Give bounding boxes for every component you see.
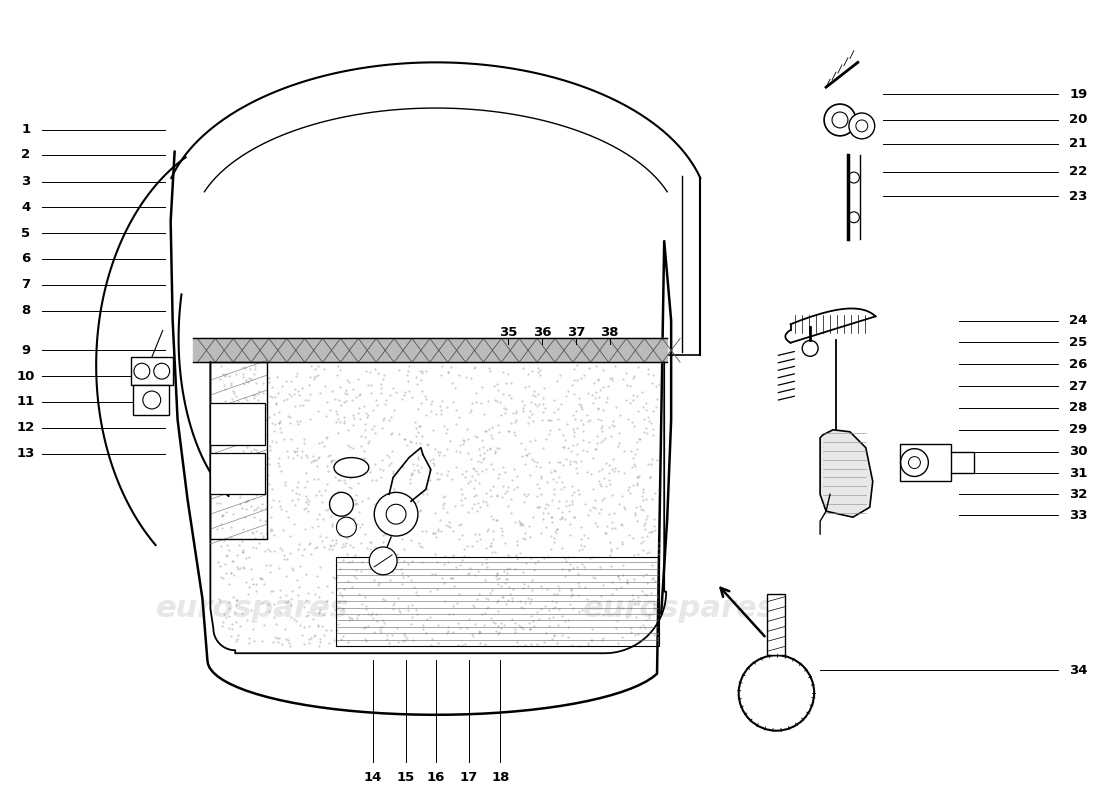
Text: 3: 3	[21, 175, 31, 188]
Text: 23: 23	[1069, 190, 1088, 203]
Text: 16: 16	[427, 771, 446, 784]
Text: 31: 31	[1069, 467, 1088, 480]
Bar	[133, 385, 168, 415]
Text: 34: 34	[1069, 664, 1088, 677]
Text: 19: 19	[1069, 88, 1088, 101]
Ellipse shape	[334, 458, 368, 478]
Text: 37: 37	[566, 326, 585, 339]
Text: 28: 28	[1069, 402, 1088, 414]
Circle shape	[824, 104, 856, 136]
Bar	[210, 403, 265, 445]
Circle shape	[330, 492, 353, 516]
Bar	[768, 594, 785, 655]
Text: 35: 35	[499, 326, 517, 339]
Text: 26: 26	[1069, 358, 1088, 370]
Text: 25: 25	[1069, 336, 1088, 349]
Text: 33: 33	[1069, 509, 1088, 522]
Text: 2: 2	[21, 148, 30, 162]
Text: 30: 30	[1069, 445, 1088, 458]
Text: 15: 15	[397, 771, 415, 784]
Text: 29: 29	[1069, 423, 1088, 436]
Text: 9: 9	[21, 344, 30, 357]
Text: 11: 11	[16, 395, 35, 409]
Bar	[210, 453, 265, 494]
Circle shape	[802, 341, 818, 356]
Text: 18: 18	[492, 771, 509, 784]
Text: 21: 21	[1069, 138, 1088, 150]
Text: 5: 5	[21, 226, 30, 240]
Text: 38: 38	[601, 326, 619, 339]
Text: eurospares: eurospares	[156, 594, 349, 623]
Text: 32: 32	[1069, 488, 1088, 501]
Text: 10: 10	[16, 370, 35, 382]
Circle shape	[374, 492, 418, 536]
Polygon shape	[821, 430, 872, 517]
Text: eurospares: eurospares	[583, 594, 775, 623]
Bar	[900, 444, 952, 482]
Text: 7: 7	[21, 278, 30, 291]
Circle shape	[739, 655, 814, 730]
Text: 20: 20	[1069, 114, 1088, 126]
Text: 4: 4	[21, 201, 31, 214]
Text: 17: 17	[460, 771, 477, 784]
Circle shape	[849, 113, 875, 139]
Text: 12: 12	[16, 422, 35, 434]
Text: 13: 13	[16, 447, 35, 460]
Text: 24: 24	[1069, 314, 1088, 327]
Bar	[131, 358, 173, 385]
Circle shape	[370, 547, 397, 574]
Text: 1: 1	[21, 123, 30, 136]
Circle shape	[337, 517, 356, 537]
Text: 22: 22	[1069, 165, 1088, 178]
Text: 27: 27	[1069, 379, 1088, 393]
Text: 6: 6	[21, 253, 31, 266]
Text: 8: 8	[21, 304, 31, 317]
Text: 14: 14	[364, 771, 383, 784]
Text: 36: 36	[532, 326, 551, 339]
